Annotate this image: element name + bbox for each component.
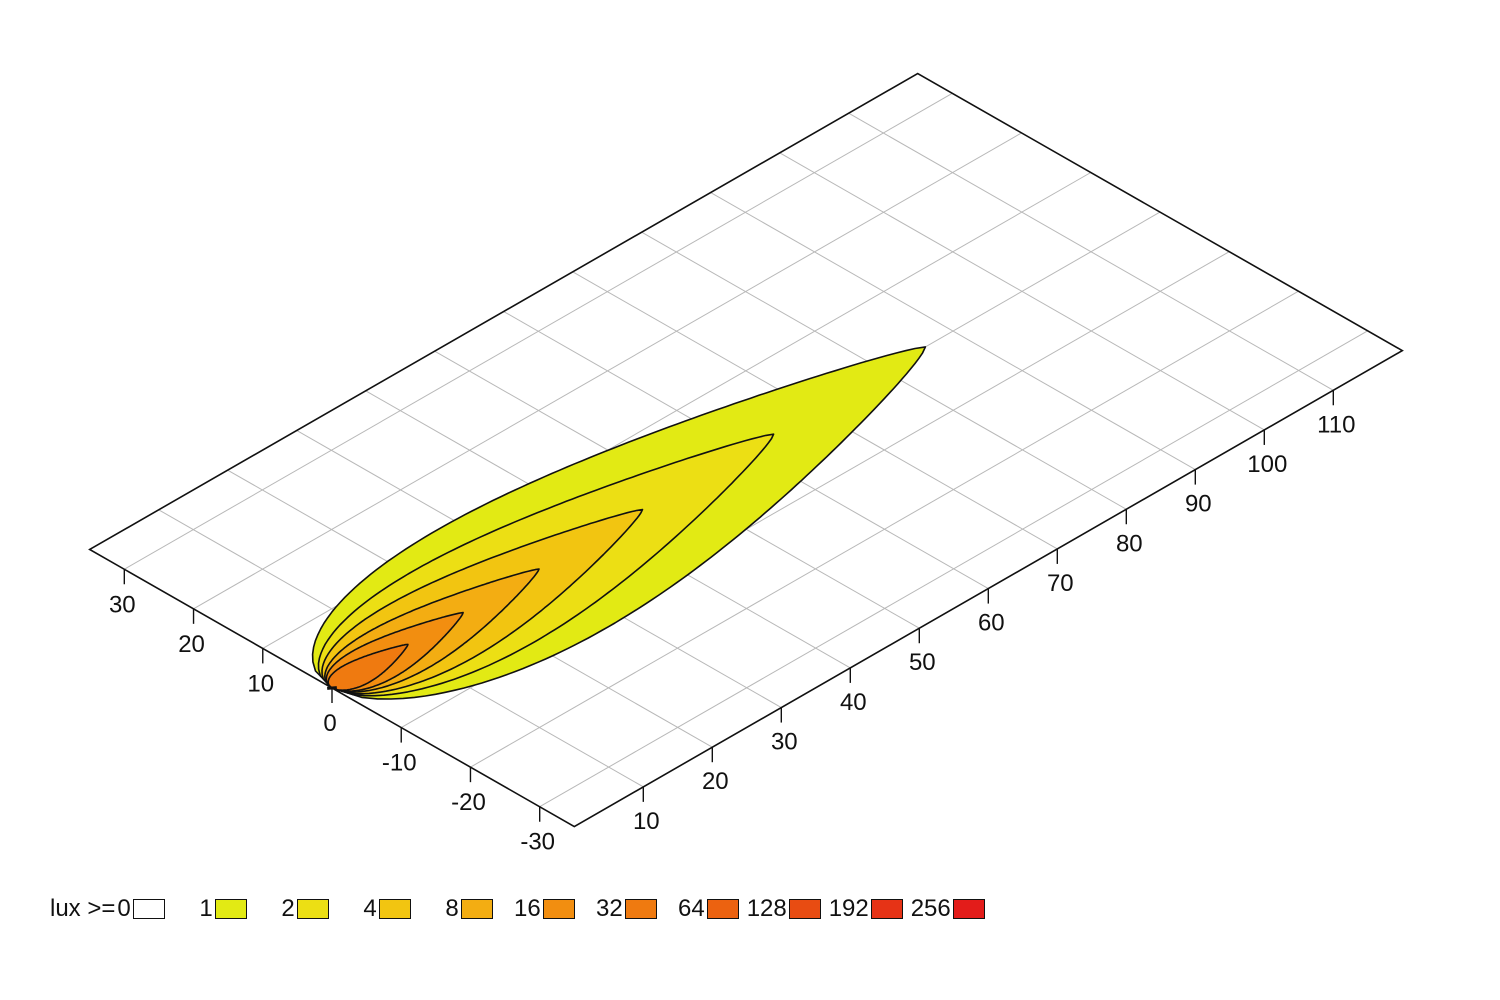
legend-label: 64 — [678, 895, 705, 922]
ground-grid — [124, 92, 1368, 808]
plot-frame — [88, 72, 1404, 828]
legend-swatch — [788, 899, 821, 919]
x-tick-label: 70 — [1047, 570, 1074, 597]
grid-line-y — [193, 132, 1022, 610]
legend-label: 32 — [596, 895, 623, 922]
legend-item: 32 — [579, 895, 657, 923]
y-tick-label: -30 — [520, 829, 555, 856]
legend-label: 1 — [199, 895, 213, 922]
legend-swatch — [296, 899, 329, 919]
legend-prefix: lux >= — [50, 895, 116, 922]
legend-item: 192 — [825, 895, 903, 923]
x-tick-label: 100 — [1247, 451, 1287, 478]
y-tick-label: 10 — [247, 670, 274, 697]
legend-swatch — [952, 899, 985, 919]
legend-item: 256 — [907, 895, 985, 923]
legend-label: 16 — [514, 895, 541, 922]
legend-item: 2 — [251, 895, 329, 923]
legend-item: 4 — [333, 895, 411, 923]
legend-item: 64 — [661, 895, 739, 923]
x-tick-label: 20 — [702, 768, 729, 795]
y-tick-label: -10 — [382, 750, 417, 777]
y-tick-label: 20 — [178, 631, 205, 658]
x-tick-label: 10 — [633, 808, 660, 835]
legend-label: 8 — [445, 895, 459, 922]
legend-item: 0 — [117, 895, 165, 923]
legend-label: 4 — [363, 895, 377, 922]
x-tick-label: 60 — [978, 610, 1005, 637]
y-tick-label: 30 — [109, 591, 136, 618]
legend-swatch — [378, 899, 411, 919]
legend-swatch — [706, 899, 739, 919]
legend: lux >= 0 1 2 4 8 16 32 64 128 192 256 — [50, 893, 989, 925]
legend-label: 192 — [828, 895, 869, 922]
isolux-contour-32 — [327, 643, 409, 691]
grid-line-y — [124, 92, 953, 570]
plot-border — [88, 72, 1404, 828]
legend-label: 128 — [746, 895, 787, 922]
legend-swatch — [214, 899, 247, 919]
x-tick-label: 40 — [840, 689, 867, 716]
x-tick-label: 90 — [1185, 491, 1212, 518]
legend-item: 8 — [415, 895, 493, 923]
legend-item: 1 — [169, 895, 247, 923]
legend-swatch — [870, 899, 903, 919]
isolux-contours — [311, 346, 927, 700]
y-tick-label: 0 — [323, 710, 336, 737]
legend-label: 0 — [117, 895, 131, 922]
legend-label: 256 — [910, 895, 951, 922]
grid-line-y — [470, 290, 1299, 768]
legend-items: 0 1 2 4 8 16 32 64 128 192 256 — [117, 895, 988, 923]
legend-swatch — [460, 899, 493, 919]
legend-swatch — [624, 899, 657, 919]
x-tick-label: 30 — [771, 729, 798, 756]
grid-line-y — [539, 330, 1368, 808]
x-tick-label: 80 — [1116, 530, 1143, 557]
x-tick-label: 50 — [909, 649, 936, 676]
legend-label: 2 — [281, 895, 295, 922]
x-tick-label: 110 — [1317, 411, 1355, 438]
legend-swatch — [542, 899, 575, 919]
legend-item: 128 — [743, 895, 821, 923]
y-tick-label: -20 — [451, 789, 486, 816]
legend-item: 16 — [497, 895, 575, 923]
legend-swatch — [132, 899, 165, 919]
